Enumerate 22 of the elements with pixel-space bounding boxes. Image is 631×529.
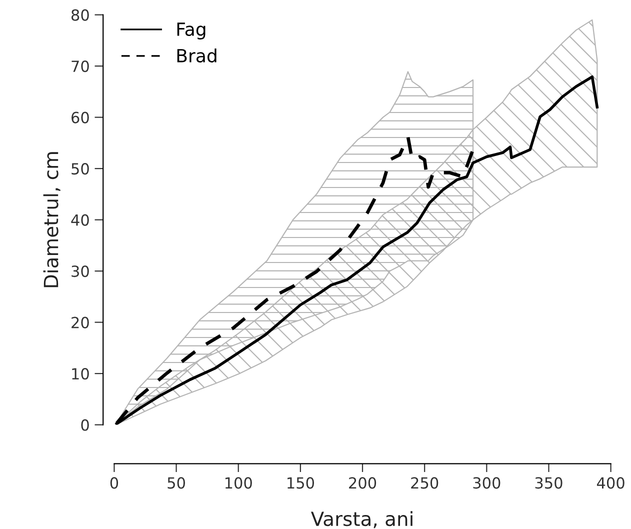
legend-label: Fag xyxy=(177,22,206,40)
y-tick-label: 30 xyxy=(72,266,89,278)
x-tick-label: 300 xyxy=(473,477,500,489)
y-tick-label: 60 xyxy=(72,112,89,124)
y-tick-label: 20 xyxy=(72,316,89,328)
x-tick-label: 0 xyxy=(110,477,118,489)
legend-label: Brad xyxy=(177,48,216,63)
x-tick-label: 250 xyxy=(411,477,438,489)
y-tick-label: 50 xyxy=(72,163,89,175)
x-tick-label: 400 xyxy=(596,477,624,489)
x-axis-title: Varsta, ani xyxy=(310,511,412,528)
x-tick-label: 50 xyxy=(168,477,185,489)
y-tick-label: 70 xyxy=(72,60,89,72)
y-tick-label: 10 xyxy=(72,368,89,380)
y-axis-title: Diametrul, cm xyxy=(43,152,60,288)
y-tick-label: 0 xyxy=(81,419,89,431)
x-tick-label: 200 xyxy=(349,477,376,489)
y-tick-label: 40 xyxy=(71,214,89,226)
x-tick-label: 150 xyxy=(288,477,314,489)
x-tick-label: 100 xyxy=(225,477,252,489)
y-tick-label: 80 xyxy=(72,9,89,21)
x-tick-label: 350 xyxy=(535,477,562,489)
